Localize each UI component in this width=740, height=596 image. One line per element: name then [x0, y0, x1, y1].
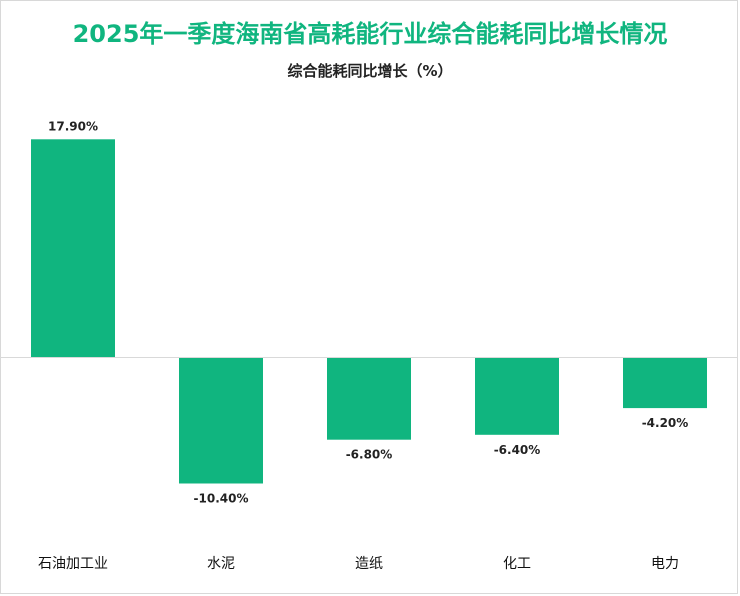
bar-1 [179, 357, 263, 484]
data-label-4: -4.20% [642, 416, 689, 430]
data-label-3: -6.40% [494, 443, 541, 457]
bar-2 [327, 357, 411, 440]
labels-layer: 17.90% 石油加工业 -10.40% 水泥 -6.80% 造纸 -6.40% 化工 -4.2… [38, 119, 688, 572]
chart-subtitle: 综合能耗同比增长（%） [287, 62, 453, 80]
data-label-2: -6.80% [346, 448, 393, 462]
bar-3 [475, 357, 559, 435]
bars-layer [31, 139, 707, 484]
category-label-1: 水泥 [207, 556, 235, 572]
chart-title: 2025年一季度海南省高耗能行业综合能耗同比增长情况 [72, 20, 668, 48]
bar-0 [31, 139, 115, 357]
data-label-0: 17.90% [48, 119, 98, 133]
data-label-1: -10.40% [194, 492, 249, 506]
bar-4 [623, 357, 707, 409]
category-label-4: 电力 [651, 556, 679, 572]
category-label-2: 造纸 [355, 556, 383, 572]
category-label-0: 石油加工业 [38, 556, 108, 572]
category-label-3: 化工 [503, 556, 531, 572]
